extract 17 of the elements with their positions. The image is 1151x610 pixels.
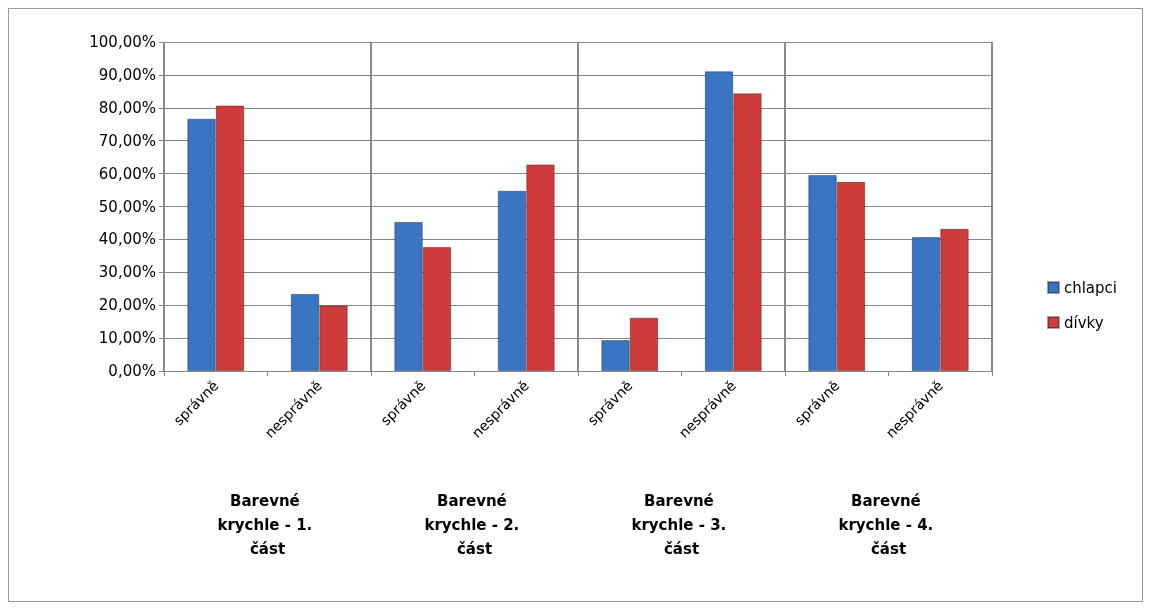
- y-tick-label: 20,00%: [98, 296, 156, 315]
- y-tick-label: 40,00%: [98, 230, 156, 249]
- y-tick-label: 90,00%: [98, 65, 156, 84]
- text: Barevné krychle - 2. část: [424, 492, 525, 558]
- text: Barevné krychle - 3. část: [631, 492, 732, 558]
- y-tick-label: 70,00%: [98, 131, 156, 150]
- legend-label: dívky: [1063, 313, 1104, 332]
- y-tick-label: 100,00%: [89, 33, 156, 51]
- y-tick-label: 80,00%: [98, 98, 156, 117]
- y-tick-label: 30,00%: [98, 263, 156, 282]
- y-tick-label: 50,00%: [98, 197, 156, 216]
- y-tick-label: 60,00%: [98, 164, 156, 183]
- y-tick-label: 0,00%: [108, 362, 156, 380]
- y-tick-label: 10,00%: [98, 329, 156, 348]
- legend-label: chlapci: [1063, 278, 1118, 297]
- text: Barevné krychle - 1. část: [217, 492, 318, 558]
- text: Barevné krychle - 4. část: [838, 492, 939, 558]
